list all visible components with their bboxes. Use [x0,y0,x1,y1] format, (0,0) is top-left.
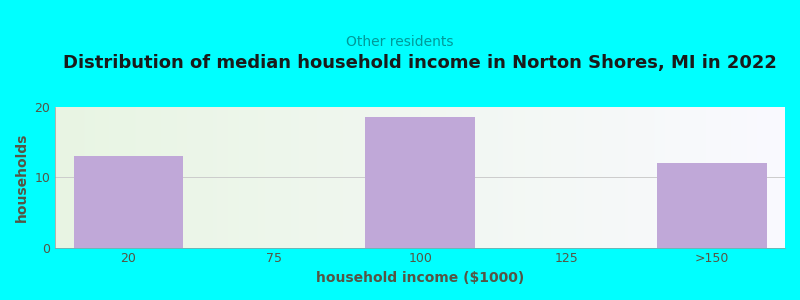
X-axis label: household income ($1000): household income ($1000) [316,271,524,285]
Bar [366,117,475,248]
Bar [74,156,183,248]
Y-axis label: households: households [15,133,29,222]
Bar [658,163,766,248]
Title: Distribution of median household income in Norton Shores, MI in 2022: Distribution of median household income … [63,54,777,72]
Text: Other residents: Other residents [346,34,454,49]
